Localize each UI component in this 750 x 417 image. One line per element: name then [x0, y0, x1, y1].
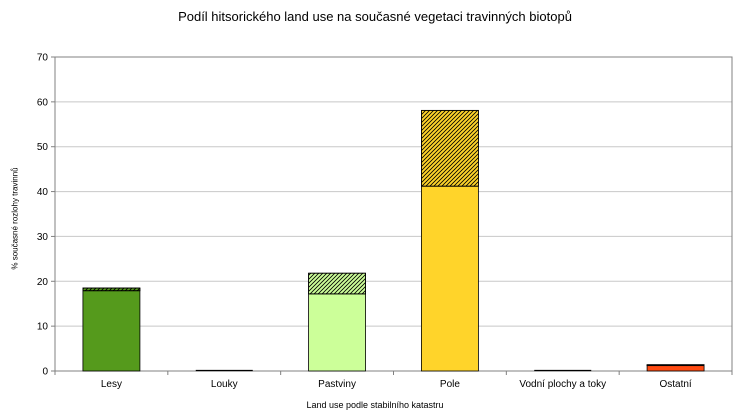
y-tick-label: 0 — [42, 367, 48, 378]
x-tick-label: Ostatní — [659, 379, 691, 390]
plot-area-frame — [54, 56, 733, 372]
y-tick-label: 20 — [37, 277, 49, 288]
bar-segment-solid — [421, 185, 479, 372]
y-tick-label: 30 — [37, 232, 49, 243]
bars — [82, 109, 705, 372]
y-tick-label: 60 — [37, 97, 49, 108]
y-tick-label: 10 — [37, 322, 49, 333]
bar-hatch-overlay — [308, 272, 366, 295]
bar-segment-solid — [308, 293, 366, 372]
grid-lines — [55, 56, 732, 327]
bar-hatch-overlay — [421, 109, 479, 187]
x-axis-label: Land use podle stabilního katastru — [306, 400, 444, 410]
axes: 0 10 20 30 40 50 60 70 Lesy Louky Pastviny Pole Vodn… — [37, 53, 733, 390]
chart-title: Podíl hitsorického land use na současné … — [178, 9, 572, 24]
bar-segment-solid — [646, 365, 705, 372]
x-tick-label: Vodní plochy a toky — [519, 379, 606, 390]
bar-hatch-overlay — [82, 287, 141, 292]
bar-segment-solid — [82, 290, 141, 372]
x-tick-label: Lesy — [101, 379, 122, 390]
x-tick-label: Pole — [440, 379, 460, 390]
y-axis-label: % současné rozlohy travinnů — [10, 167, 20, 270]
y-tick-label: 50 — [37, 142, 49, 153]
x-tick-label: Louky — [211, 379, 238, 390]
y-tick-label: 40 — [37, 187, 49, 198]
bar-hatch-overlay — [646, 364, 705, 367]
y-tick-label: 70 — [37, 53, 49, 64]
x-tick-label: Pastviny — [318, 379, 356, 390]
